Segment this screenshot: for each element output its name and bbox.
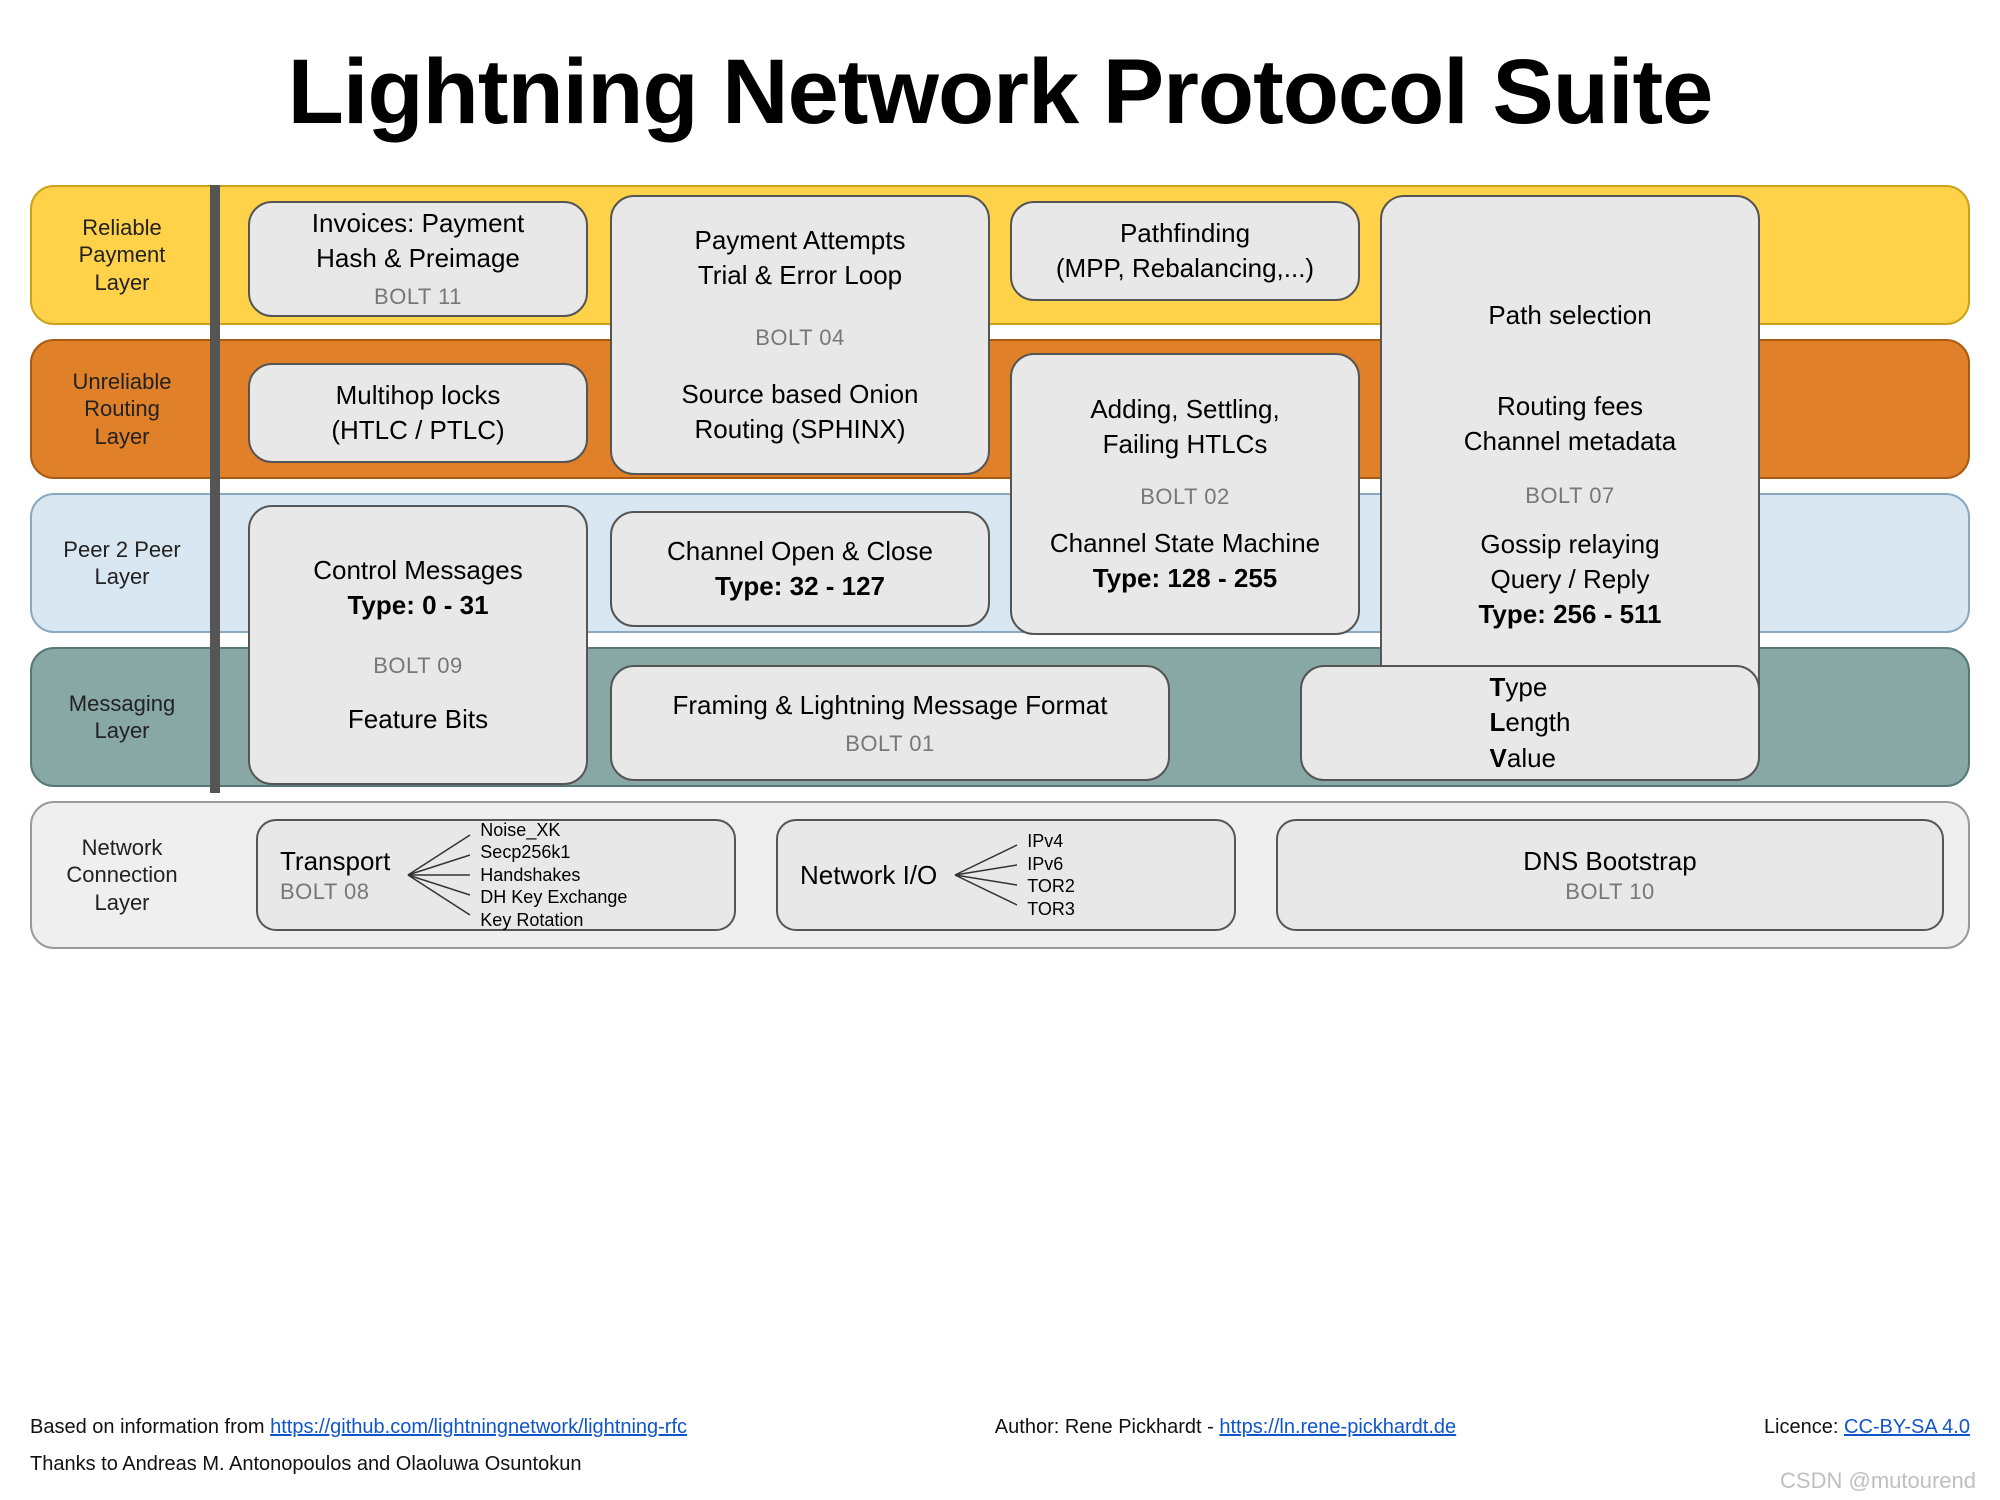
footer-author-link[interactable]: https://ln.rene-pickhardt.de (1219, 1416, 1456, 1438)
fan-item: DH Key Exchange (480, 886, 627, 909)
text-line: Query / Reply (1491, 562, 1650, 597)
fan-item: TOR3 (1027, 898, 1075, 921)
footer-author-prefix: Author: Rene Pickhardt - (995, 1416, 1220, 1438)
footer-thanks: Thanks to Andreas M. Antonopoulos and Ol… (30, 1453, 1970, 1476)
bolt-label: BOLT 02 (1140, 482, 1230, 512)
footer-based-link[interactable]: https://github.com/lightningnetwork/ligh… (270, 1416, 687, 1438)
fan-item: Noise_XK (480, 819, 627, 842)
text-line: Type: 0 - 31 (347, 588, 488, 623)
footer-based-prefix: Based on information from (30, 1416, 270, 1438)
dns-label: DNS Bootstrap (1300, 846, 1920, 877)
vertical-separator (210, 185, 220, 793)
tlv-line: Value (1490, 741, 1571, 776)
page-title: Lightning Network Protocol Suite (30, 40, 1970, 145)
bolt-label: BOLT 09 (373, 651, 463, 681)
footer-licence-prefix: Licence: (1764, 1416, 1844, 1438)
fan-item: TOR2 (1027, 875, 1075, 898)
card-payment-attempts-onion: Payment AttemptsTrial & Error Loop BOLT 0… (610, 195, 990, 475)
text-line: Type: 32 - 127 (715, 569, 885, 604)
tlv-line: Type (1490, 670, 1571, 705)
netio-label: Network I/O (800, 860, 937, 891)
card-tlv: TypeLengthValue (1300, 665, 1760, 781)
card-channel-open: Channel Open & CloseType: 32 - 127 (610, 511, 990, 627)
footer-based: Based on information from https://github… (30, 1416, 687, 1439)
text-line: Feature Bits (348, 702, 488, 737)
text-line: Trial & Error Loop (698, 258, 902, 293)
bolt-label: BOLT 04 (755, 323, 845, 353)
text-line: Routing (SPHINX) (695, 412, 906, 447)
text-line: Channel Open & Close (667, 534, 933, 569)
text-line: Adding, Settling, (1090, 392, 1279, 427)
text-line: Channel metadata (1464, 424, 1676, 459)
tlv-line: Length (1490, 705, 1571, 740)
text-line: Channel State Machine (1050, 526, 1320, 561)
card-control-feature: Control MessagesType: 0 - 31 BOLT 09 Featu… (248, 505, 588, 785)
fan-icon (951, 835, 1021, 915)
card-pathfinding: Pathfinding(MPP, Rebalancing,...) (1010, 201, 1360, 301)
text-line: Type: 256 - 511 (1478, 597, 1661, 632)
text-line: Hash & Preimage (316, 241, 520, 276)
layer-stack: ReliablePaymentLayerUnreliableRoutingLay… (30, 185, 1970, 949)
bolt-label: BOLT 10 (1300, 879, 1920, 905)
text-line: Framing & Lightning Message Format (673, 688, 1108, 723)
transport-fan: Noise_XKSecp256k1HandshakesDH Key Exchan… (404, 819, 627, 932)
text-line: (MPP, Rebalancing,...) (1056, 251, 1314, 286)
fan-icon (404, 825, 474, 925)
text-line: Routing fees (1497, 389, 1643, 424)
card-invoices: Invoices: PaymentHash & Preimage BOLT 11 (248, 201, 588, 317)
text-line: Payment Attempts (695, 223, 906, 258)
footer: Based on information from https://github… (30, 1416, 1970, 1476)
footer-licence: Licence: CC-BY-SA 4.0 (1764, 1416, 1970, 1439)
bolt-label: BOLT 08 (280, 879, 390, 905)
text-line: Path selection (1488, 298, 1651, 333)
footer-author: Author: Rene Pickhardt - https://ln.rene… (995, 1416, 1456, 1439)
card-path-selection-gossip: Path selection Routing feesChannel metada… (1380, 195, 1760, 735)
text-line: (HTLC / PTLC) (331, 413, 504, 448)
fan-items: IPv4IPv6TOR2TOR3 (1027, 830, 1075, 920)
fan-item: Handshakes (480, 864, 627, 887)
text-line: Gossip relaying (1480, 527, 1659, 562)
bolt-label: BOLT 07 (1525, 481, 1615, 511)
text-line: Control Messages (313, 553, 523, 588)
text-line: Multihop locks (336, 378, 501, 413)
footer-licence-link[interactable]: CC-BY-SA 4.0 (1844, 1416, 1970, 1438)
card-htlcs-state: Adding, Settling,Failing HTLCs BOLT 02 Cha… (1010, 353, 1360, 635)
fan-item: Secp256k1 (480, 841, 627, 864)
card-transport: TransportBOLT 08 Noise_XKSecp256k1Handsha… (256, 819, 736, 931)
fan-item: Key Rotation (480, 909, 627, 932)
card-overlay: Invoices: PaymentHash & Preimage BOLT 11 P… (30, 185, 1970, 801)
fan-item: IPv4 (1027, 830, 1075, 853)
layer-body: TransportBOLT 08 Noise_XKSecp256k1Handsha… (212, 803, 1968, 947)
text-line: Pathfinding (1120, 216, 1250, 251)
text-line: Invoices: Payment (312, 206, 524, 241)
text-line: Failing HTLCs (1103, 427, 1268, 462)
text-line: Source based Onion (681, 377, 918, 412)
card-dns: DNS BootstrapBOLT 10 (1276, 819, 1944, 931)
netio-fan: IPv4IPv6TOR2TOR3 (951, 830, 1075, 920)
fan-item: IPv6 (1027, 853, 1075, 876)
layer-network: NetworkConnectionLayer TransportBOLT 08 No… (30, 801, 1970, 949)
watermark: CSDN @mutourend (1780, 1468, 1976, 1494)
bolt-label: BOLT 01 (845, 729, 935, 759)
text-line: Type: 128 - 255 (1093, 561, 1278, 596)
card-network-io: Network I/O IPv4IPv6TOR2TOR3 (776, 819, 1236, 931)
fan-items: Noise_XKSecp256k1HandshakesDH Key Exchan… (480, 819, 627, 932)
card-framing: Framing & Lightning Message Format BOLT 0… (610, 665, 1170, 781)
card-multihop: Multihop locks(HTLC / PTLC) (248, 363, 588, 463)
layer-label: NetworkConnectionLayer (32, 803, 212, 947)
transport-label: TransportBOLT 08 (280, 846, 390, 905)
bolt-label: BOLT 11 (374, 282, 462, 312)
